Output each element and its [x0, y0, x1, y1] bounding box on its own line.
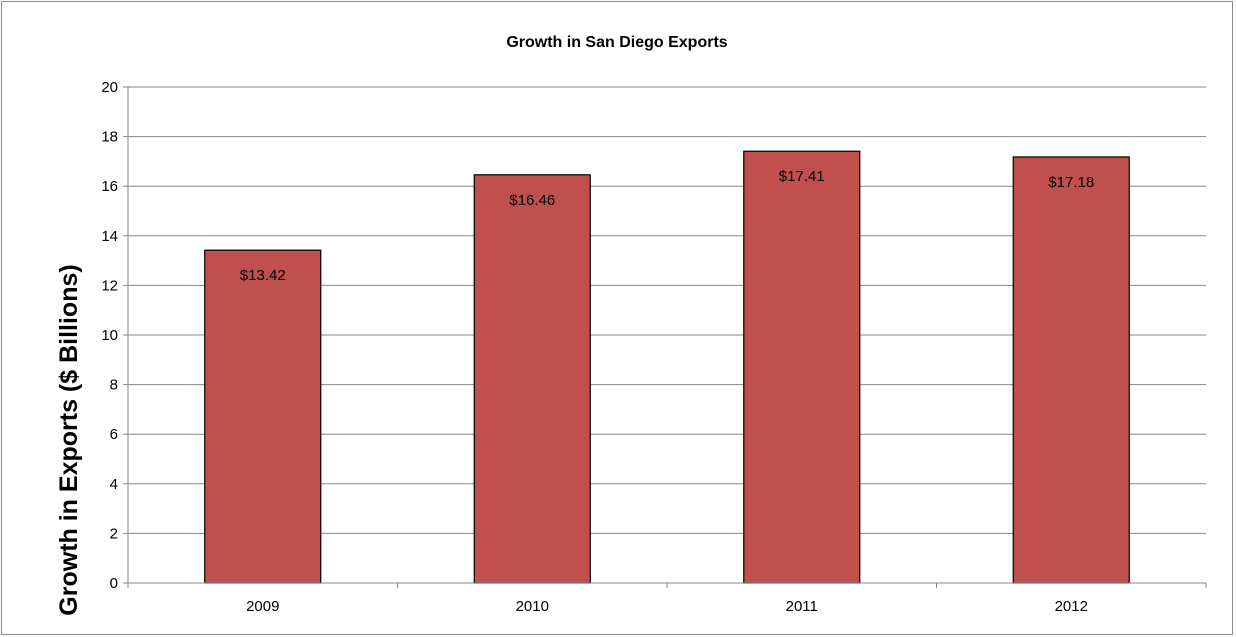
- bar-2011: [743, 150, 861, 584]
- y-tick-label: 8: [110, 377, 118, 394]
- y-tick-label: 2: [110, 525, 118, 542]
- x-tick-label: 2010: [516, 598, 549, 615]
- y-tick-label: 6: [110, 426, 118, 443]
- bar-2010: [473, 174, 591, 584]
- y-tick-labels: 0 2 4 6 8 10 12 14 16 18 20: [101, 79, 118, 592]
- data-label-2009: $13.42: [240, 267, 286, 284]
- x-tick-label: 2009: [246, 598, 279, 615]
- chart-title: Growth in San Diego Exports: [506, 34, 727, 51]
- data-label-2010: $16.46: [509, 192, 555, 209]
- y-tick-label: 12: [101, 277, 118, 294]
- data-labels: $13.42 $16.46 $17.41 $17.18: [240, 168, 1094, 284]
- y-tick-label: 18: [101, 129, 118, 146]
- x-tick-label: 2011: [786, 598, 818, 615]
- bar-2009: [204, 249, 322, 584]
- x-tick-labels: 2009 2010 2011 2012: [246, 598, 1088, 615]
- y-axis-title: Growth in Exports ($ Billions): [55, 264, 83, 615]
- data-label-2012: $17.18: [1048, 174, 1094, 191]
- data-label-2011: $17.41: [779, 168, 825, 185]
- y-tick-label: 14: [101, 228, 118, 245]
- y-tick-label: 4: [110, 476, 118, 493]
- bars: [204, 150, 1130, 584]
- axes: [127, 87, 1206, 584]
- y-tick-label: 20: [101, 79, 118, 96]
- y-tick-label: 16: [101, 178, 118, 195]
- x-tick-label: 2012: [1055, 598, 1088, 615]
- y-tick-label: 10: [101, 327, 118, 344]
- bar-2012: [1012, 156, 1130, 584]
- y-tick-label: 0: [110, 575, 118, 592]
